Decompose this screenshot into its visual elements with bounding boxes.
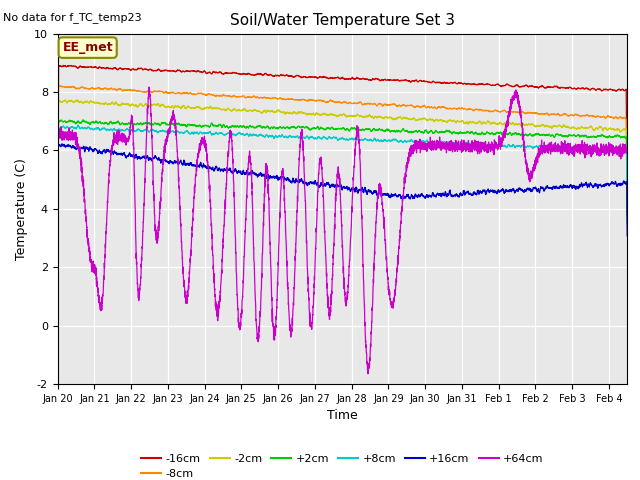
+64cm	[145, 84, 153, 90]
+8cm	[74, 122, 82, 128]
+8cm	[54, 224, 61, 229]
+8cm	[324, 135, 332, 141]
-16cm	[606, 86, 614, 92]
Line: -16cm: -16cm	[58, 65, 627, 199]
+16cm	[298, 176, 305, 181]
+2cm	[623, 212, 631, 218]
-16cm	[298, 74, 305, 80]
+64cm	[623, 148, 631, 154]
-2cm	[324, 112, 332, 118]
+64cm	[578, 146, 586, 152]
X-axis label: Time: Time	[327, 409, 358, 422]
Legend: -16cm, -8cm, -2cm, +2cm, +8cm, +16cm, +64cm: -16cm, -8cm, -2cm, +2cm, +8cm, +16cm, +6…	[137, 449, 548, 480]
-2cm	[293, 110, 301, 116]
+64cm	[606, 149, 614, 155]
Line: -8cm: -8cm	[58, 85, 627, 216]
+64cm	[298, 133, 305, 139]
-8cm	[324, 99, 332, 105]
-2cm	[606, 125, 614, 131]
+64cm	[54, 137, 61, 143]
Y-axis label: Temperature (C): Temperature (C)	[15, 158, 28, 260]
Line: -2cm: -2cm	[58, 100, 627, 213]
+8cm	[623, 221, 631, 227]
-8cm	[293, 96, 301, 102]
Text: No data for f_TC_temp23: No data for f_TC_temp23	[3, 12, 142, 23]
-8cm	[578, 113, 586, 119]
+16cm	[606, 182, 614, 188]
-8cm	[606, 114, 614, 120]
-16cm	[54, 184, 61, 190]
-8cm	[298, 96, 305, 102]
+2cm	[54, 220, 61, 226]
+16cm	[623, 233, 631, 239]
+2cm	[293, 124, 301, 130]
-2cm	[298, 109, 305, 115]
-16cm	[623, 196, 631, 202]
+2cm	[298, 124, 305, 130]
+2cm	[324, 125, 332, 131]
-16cm	[60, 62, 68, 68]
+16cm	[58, 141, 66, 147]
+16cm	[324, 180, 332, 186]
-8cm	[55, 83, 63, 88]
-2cm	[468, 120, 476, 126]
+8cm	[298, 133, 305, 139]
+16cm	[578, 180, 586, 186]
-2cm	[54, 210, 61, 216]
Line: +16cm: +16cm	[58, 144, 627, 236]
-8cm	[623, 213, 631, 218]
-2cm	[74, 97, 81, 103]
+2cm	[79, 117, 87, 123]
+8cm	[293, 133, 301, 139]
-2cm	[578, 124, 586, 130]
+2cm	[468, 129, 476, 135]
-8cm	[54, 195, 61, 201]
Title: Soil/Water Temperature Set 3: Soil/Water Temperature Set 3	[230, 13, 455, 28]
+2cm	[578, 133, 586, 139]
Line: +64cm: +64cm	[58, 87, 627, 374]
-2cm	[623, 208, 631, 214]
+64cm	[364, 371, 372, 377]
-16cm	[468, 81, 476, 87]
-16cm	[324, 75, 332, 81]
+16cm	[293, 179, 301, 184]
+64cm	[293, 207, 301, 213]
+8cm	[578, 146, 586, 152]
Line: +8cm: +8cm	[58, 125, 627, 227]
+16cm	[468, 192, 476, 198]
+2cm	[606, 134, 614, 140]
-16cm	[293, 72, 301, 78]
-16cm	[578, 85, 586, 91]
Line: +2cm: +2cm	[58, 120, 627, 223]
+64cm	[324, 305, 332, 311]
+8cm	[468, 143, 476, 149]
+8cm	[606, 147, 614, 153]
+16cm	[54, 233, 61, 239]
Text: EE_met: EE_met	[62, 41, 113, 54]
+64cm	[468, 141, 476, 146]
-8cm	[468, 106, 476, 112]
